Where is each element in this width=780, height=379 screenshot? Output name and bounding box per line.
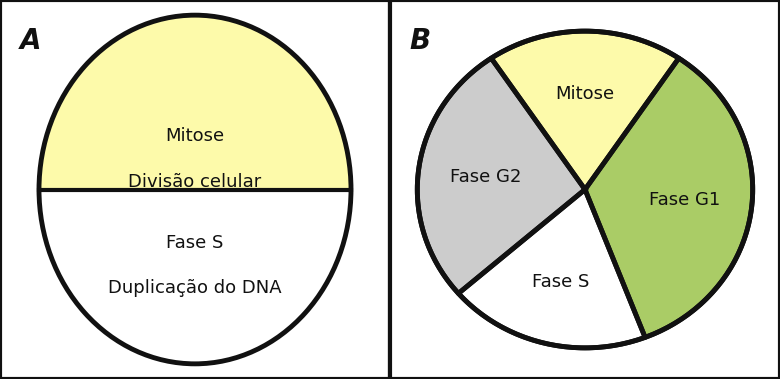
Polygon shape bbox=[585, 58, 753, 337]
Polygon shape bbox=[39, 190, 351, 364]
Polygon shape bbox=[459, 190, 645, 348]
Polygon shape bbox=[417, 58, 585, 293]
Text: Divisão celular: Divisão celular bbox=[129, 173, 261, 191]
Text: Mitose: Mitose bbox=[165, 127, 225, 146]
Text: Fase G1: Fase G1 bbox=[649, 191, 721, 209]
Text: Mitose: Mitose bbox=[555, 86, 615, 103]
Text: Fase S: Fase S bbox=[532, 273, 590, 291]
Text: A: A bbox=[20, 27, 41, 55]
Text: B: B bbox=[410, 27, 431, 55]
Polygon shape bbox=[491, 31, 679, 190]
Text: Fase S: Fase S bbox=[166, 233, 224, 252]
Text: Fase G2: Fase G2 bbox=[449, 168, 521, 186]
Text: Duplicação do DNA: Duplicação do DNA bbox=[108, 279, 282, 297]
Polygon shape bbox=[39, 15, 351, 190]
